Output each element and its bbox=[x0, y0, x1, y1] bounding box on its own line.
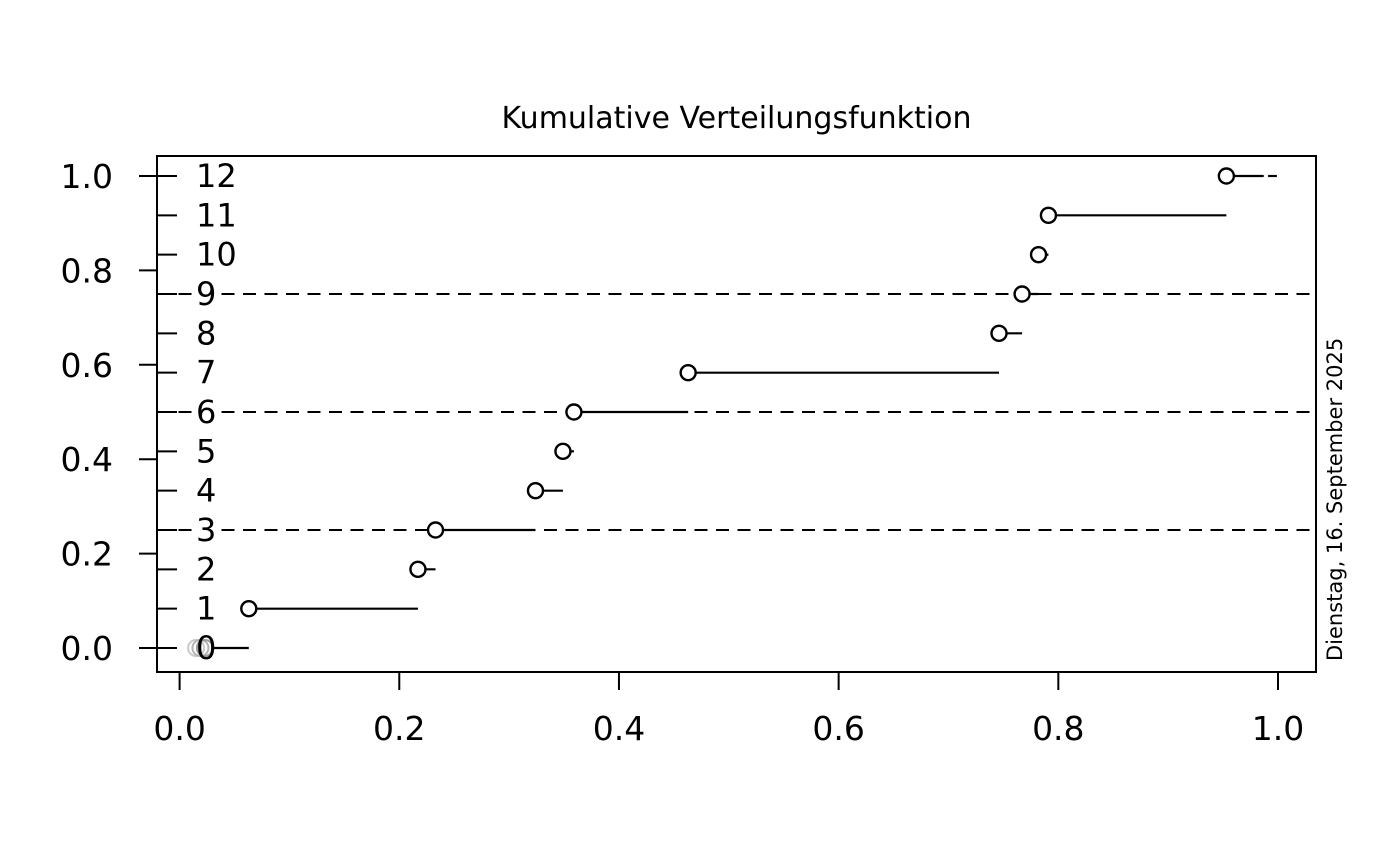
level-label: 7 bbox=[196, 354, 216, 392]
jump-point-circle bbox=[554, 442, 572, 461]
x-axis-tick-label: 1.0 bbox=[1252, 709, 1304, 748]
level-label: 0 bbox=[196, 629, 216, 667]
x-axis-tick-label: 0.6 bbox=[812, 709, 864, 748]
jump-point-circle bbox=[990, 324, 1008, 343]
level-label: 10 bbox=[196, 236, 237, 274]
y-axis-tick-label: 1.0 bbox=[61, 157, 113, 196]
jump-point-circle bbox=[1039, 206, 1058, 225]
jump-point-circle bbox=[1013, 285, 1031, 303]
level-label: 9 bbox=[196, 275, 216, 313]
level-label: 6 bbox=[196, 393, 216, 431]
level-label: 5 bbox=[196, 432, 216, 470]
jump-point-circle bbox=[1029, 245, 1048, 264]
margin-date-text: Dienstag, 16. September 2025 bbox=[1323, 337, 1347, 661]
x-axis-tick-label: 0.0 bbox=[153, 709, 205, 748]
level-label: 2 bbox=[196, 550, 216, 588]
y-axis-tick-label: 0.6 bbox=[61, 346, 113, 385]
jump-point-circle bbox=[426, 521, 445, 539]
y-axis-tick-label: 0.8 bbox=[61, 251, 113, 290]
level-label: 3 bbox=[196, 511, 216, 549]
y-axis-tick-label: 0.0 bbox=[61, 629, 113, 668]
x-axis-tick-label: 0.4 bbox=[593, 709, 645, 748]
y-axis-tick-label: 0.4 bbox=[61, 440, 113, 479]
jump-point-circle bbox=[679, 363, 697, 382]
level-label: 1 bbox=[196, 590, 216, 628]
grey-point-circle bbox=[195, 639, 214, 657]
level-label: 4 bbox=[196, 472, 216, 510]
jump-point-circle bbox=[240, 599, 258, 618]
x-axis-tick-label: 0.2 bbox=[373, 709, 425, 748]
chart-title: Kumulative Verteilungsfunktion bbox=[501, 101, 972, 136]
grey-point-circle bbox=[191, 639, 210, 657]
level-label: 11 bbox=[196, 196, 237, 234]
y-axis-tick-label: 0.2 bbox=[61, 535, 113, 574]
plot-box bbox=[156, 155, 1317, 673]
grey-point-circle bbox=[187, 639, 206, 657]
x-axis-tick-label: 0.8 bbox=[1032, 709, 1084, 748]
level-label: 12 bbox=[196, 157, 237, 195]
jump-point-circle bbox=[565, 403, 583, 421]
level-label: 8 bbox=[196, 314, 216, 352]
jump-point-circle bbox=[526, 481, 545, 500]
jump-point-circle bbox=[1217, 167, 1236, 185]
jump-point-circle bbox=[409, 560, 427, 579]
